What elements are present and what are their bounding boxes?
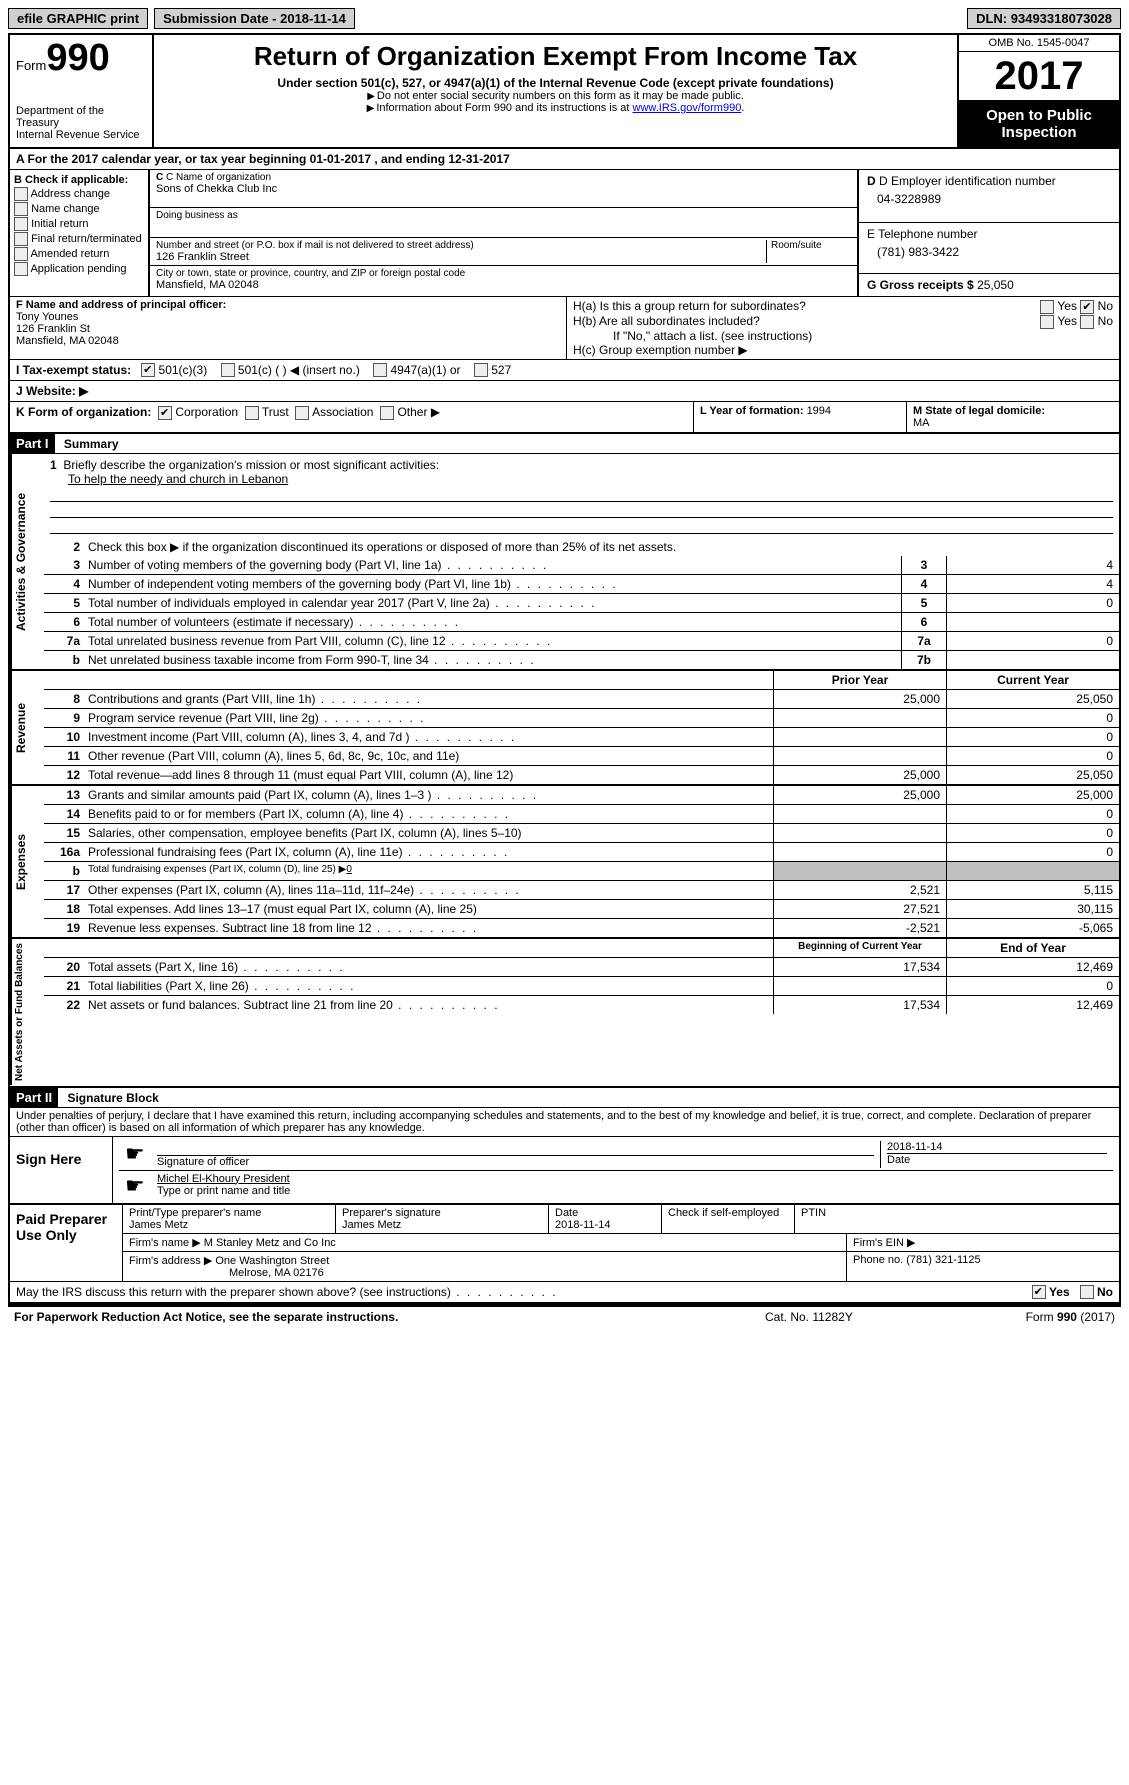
discuss-yes: [1032, 1285, 1046, 1299]
page-footer: For Paperwork Reduction Act Notice, see …: [8, 1306, 1121, 1327]
cb-corporation: [158, 406, 172, 420]
form-header: Form990 Department of the Treasury Inter…: [10, 35, 1119, 149]
irs-label: Internal Revenue Service: [16, 129, 146, 141]
cb-name-change[interactable]: Name change: [14, 202, 144, 216]
paid-preparer-label: Paid Preparer Use Only: [10, 1205, 123, 1281]
org-city: Mansfield, MA 02048: [156, 279, 851, 291]
form-number: 990: [46, 37, 109, 79]
tax-year: 2017: [959, 52, 1119, 101]
part-2-header: Part II: [10, 1088, 58, 1107]
line-k-form-org: K Form of organization: Corporation Trus…: [10, 402, 694, 432]
side-revenue: Revenue: [10, 671, 44, 784]
section-c-org-info: C C Name of organization Sons of Chekka …: [150, 170, 859, 296]
firm-name: M Stanley Metz and Co Inc: [204, 1237, 336, 1249]
perjury-declaration: Under penalties of perjury, I declare th…: [10, 1108, 1119, 1137]
line-a-tax-year: A For the 2017 calendar year, or tax yea…: [10, 149, 1119, 170]
org-street: 126 Franklin Street: [156, 251, 762, 263]
phone: (781) 983-3422: [867, 241, 1111, 269]
side-governance: Activities & Governance: [10, 454, 44, 669]
dln-field: DLN: 93493318073028: [967, 8, 1121, 29]
year-formation: 1994: [807, 405, 831, 417]
form-subtitle: Under section 501(c), 527, or 4947(a)(1)…: [162, 76, 949, 90]
ein: 04-3228989: [867, 188, 1111, 218]
h-a-no-checked: [1080, 300, 1094, 314]
irs-link[interactable]: www.IRS.gov/form990: [633, 102, 742, 114]
omb-number: OMB No. 1545-0047: [959, 35, 1119, 52]
cb-amended-return[interactable]: Amended return: [14, 247, 144, 261]
form-title: Return of Organization Exempt From Incom…: [162, 41, 949, 72]
state-domicile: MA: [913, 417, 930, 429]
line-j-website: J Website: ▶: [10, 381, 1119, 402]
sign-here-label: Sign Here: [10, 1137, 113, 1203]
dept-treasury: Department of the Treasury: [16, 105, 146, 129]
officer-name: Tony Younes: [16, 311, 560, 323]
org-name: Sons of Chekka Club Inc: [156, 183, 851, 195]
cb-application-pending[interactable]: Application pending: [14, 262, 144, 276]
cb-address-change[interactable]: Address change: [14, 187, 144, 201]
officer-printed-name: Michel El-Khoury President: [157, 1173, 1107, 1185]
top-toolbar: efile GRAPHIC print Submission Date - 20…: [8, 8, 1121, 29]
cb-initial-return[interactable]: Initial return: [14, 217, 144, 231]
cb-final-return[interactable]: Final return/terminated: [14, 232, 144, 246]
efile-print-button[interactable]: efile GRAPHIC print: [8, 8, 148, 29]
line-i-tax-status: I Tax-exempt status: 501(c)(3) 501(c) ( …: [10, 360, 1119, 382]
part-1-header: Part I: [10, 434, 55, 453]
preparer-name: James Metz: [129, 1219, 329, 1231]
mission-text: To help the needy and church in Lebanon: [50, 472, 1113, 486]
sig-date: 2018-11-14: [887, 1141, 1107, 1153]
v3: 4: [946, 556, 1119, 574]
cb-501c3: [141, 363, 155, 377]
side-net-assets: Net Assets or Fund Balances: [10, 939, 44, 1085]
submission-date-field: Submission Date - 2018-11-14: [154, 8, 355, 29]
public-inspection: Open to Public Inspection: [959, 101, 1119, 147]
form-990: Form990 Department of the Treasury Inter…: [8, 33, 1121, 1306]
gross-receipts: 25,050: [977, 278, 1014, 292]
side-expenses: Expenses: [10, 786, 44, 937]
firm-phone: (781) 321-1125: [906, 1254, 980, 1266]
section-b-checkboxes: B Check if applicable: Address change Na…: [10, 170, 150, 296]
